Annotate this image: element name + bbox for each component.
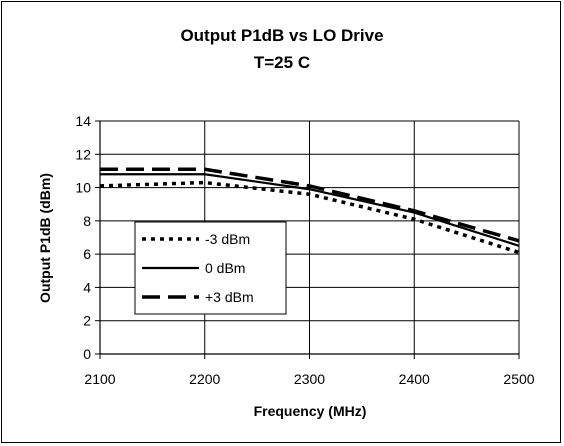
series-lines	[99, 167, 520, 255]
series-line	[100, 167, 520, 243]
series-line	[99, 180, 520, 255]
y-tick-label: 8	[83, 213, 91, 229]
y-tick-label: 6	[83, 246, 91, 262]
y-axis-label: Output P1dB (dBm)	[37, 173, 53, 303]
x-tick-label: 2500	[503, 371, 534, 387]
y-tick-label: 0	[83, 346, 91, 362]
y-tick-label: 4	[83, 279, 91, 295]
x-axis-label: Frequency (MHz)	[254, 403, 367, 419]
legend: -3 dBm 0 dBm +3 dBm	[134, 221, 287, 315]
chart-title: Output P1dB vs LO Drive	[180, 26, 383, 45]
x-tick-label: 2400	[399, 371, 430, 387]
y-tick-label: 14	[75, 113, 91, 129]
y-tick-label: 2	[83, 313, 91, 329]
x-tick-label: 2100	[84, 371, 115, 387]
chart-subtitle: T=25 C	[254, 53, 310, 72]
y-tick-label: 12	[75, 146, 91, 162]
series-line	[100, 173, 520, 247]
x-tick-label: 2200	[189, 371, 220, 387]
x-tick-label: 2300	[294, 371, 325, 387]
legend-label: -3 dBm	[205, 231, 250, 247]
y-tick-label: 10	[75, 180, 91, 196]
legend-label: +3 dBm	[205, 289, 254, 305]
tick-labels: 0 2 4 6 8 10 12 14 2100 2200 2300 2400 2500	[75, 113, 534, 387]
legend-label: 0 dBm	[205, 260, 245, 276]
